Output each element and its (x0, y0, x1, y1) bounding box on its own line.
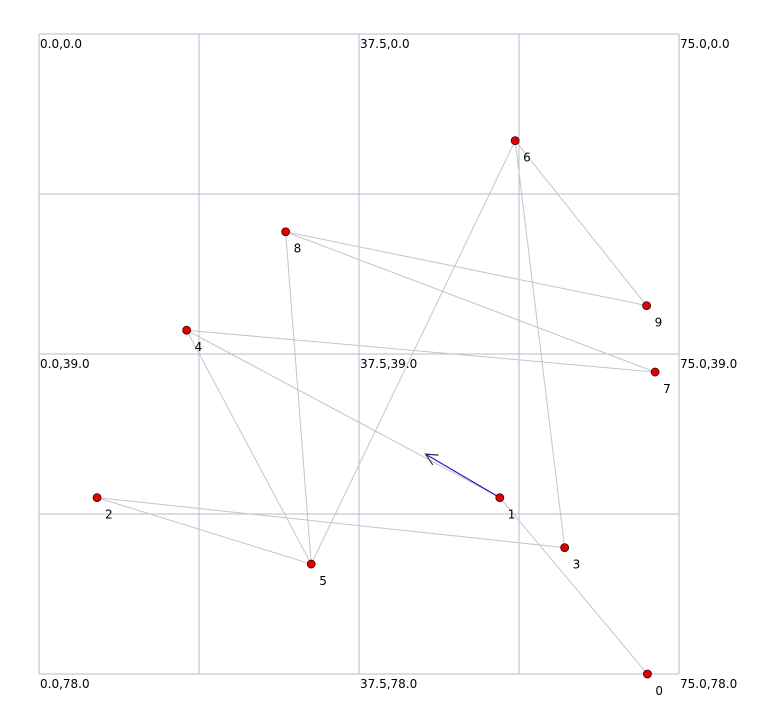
route-node-9 (642, 301, 651, 310)
route-node-1 (495, 493, 505, 502)
route-node-4 (182, 325, 192, 335)
heading-arrow-shaft (425, 453, 501, 499)
route-node-label: 6 (523, 151, 531, 165)
route-edge (514, 140, 566, 548)
route-node-label: 1 (508, 508, 516, 522)
route-edge (285, 231, 312, 565)
route-node-label: 4 (195, 340, 203, 354)
route-node-label: 3 (573, 558, 581, 572)
route-node-7 (650, 367, 660, 377)
route-node-label: 9 (655, 316, 663, 330)
route-edge (186, 329, 312, 565)
grid-coordinate-label: 0.0,0.0 (40, 37, 82, 51)
grid-coordinate-labels: 0.0,0.0 37.5,0.0 75.0,0.0 0.0,39.0 37.5,39.0… (40, 37, 737, 691)
route-node-6 (510, 136, 520, 146)
grid-coordinate-label: 75.0,0.0 (680, 37, 730, 51)
route-edge (499, 497, 648, 675)
route-edge (186, 329, 501, 499)
route-edge (514, 140, 647, 306)
route-node-8 (281, 227, 291, 237)
route-edge (310, 140, 516, 565)
grid-coordinate-label: 37.5,78.0 (360, 677, 417, 691)
route-node-label: 7 (663, 382, 671, 396)
route-node-label: 0 (655, 684, 663, 698)
route-nodes: 0 1 2 3 4 5 6 7 8 9 (92, 136, 671, 698)
route-edge (186, 329, 656, 373)
route-node-label: 2 (105, 508, 113, 522)
grid-coordinate-label: 37.5,39.0 (360, 357, 417, 371)
grid-coordinate-label: 0.0,78.0 (40, 677, 90, 691)
route-node-5 (306, 559, 316, 569)
heading-arrow (424, 453, 501, 499)
route-node-3 (560, 543, 570, 553)
route-node-2 (92, 493, 102, 502)
route-edge (96, 497, 312, 565)
route-node-label: 8 (294, 242, 302, 256)
heading-arrow-head (424, 453, 439, 466)
route-node-label: 5 (319, 574, 327, 588)
route-edge (285, 231, 647, 307)
grid-coordinate-label: 0.0,39.0 (40, 357, 90, 371)
route-edges (96, 140, 656, 675)
route-node-0 (643, 669, 652, 679)
grid-coordinate-label: 37.5,0.0 (360, 37, 410, 51)
grid (38, 33, 680, 675)
grid-coordinate-label: 75.0,78.0 (680, 677, 737, 691)
route-edge (285, 231, 656, 373)
grid-coordinate-label: 75.0,39.0 (680, 357, 737, 371)
